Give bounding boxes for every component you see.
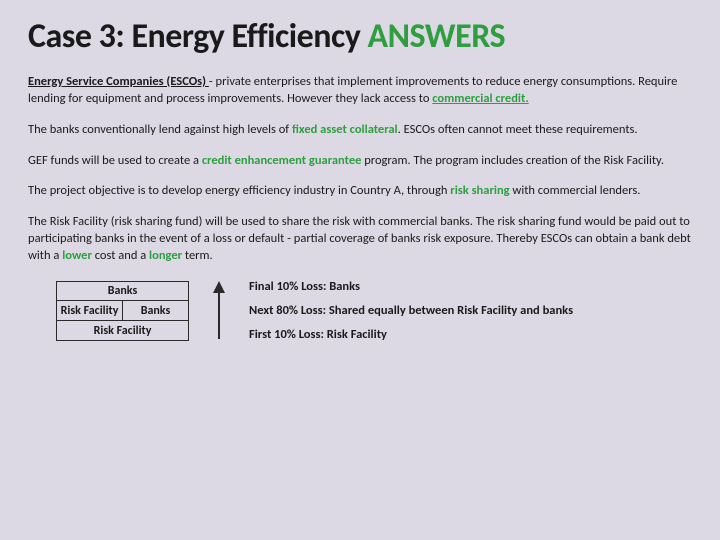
title-prefix: Case 3: Energy Efficiency: [28, 16, 367, 57]
p2-a: The banks conventionally lend against hi…: [28, 122, 292, 137]
p3-highlight: credit enhancement guarantee: [202, 153, 362, 168]
title-answers: ANSWERS: [367, 16, 505, 57]
p4-a: The project objective is to develop ener…: [28, 183, 450, 198]
stack-bottom: Risk Facility: [57, 321, 189, 341]
p5-b: term.: [182, 248, 213, 263]
paragraph-2: The banks conventionally lend against hi…: [28, 122, 692, 139]
risk-stack: Banks Risk Facility Banks Risk Facility: [56, 281, 189, 341]
paragraph-3: GEF funds will be used to create a credi…: [28, 153, 692, 170]
p2-highlight: fixed asset collateral: [292, 122, 398, 137]
stack-mid: Risk Facility Banks: [57, 301, 189, 321]
legend-line-1: Final 10% Loss: Banks: [249, 279, 573, 296]
p2-b: . ESCOs often cannot meet these requirem…: [398, 122, 638, 137]
stack-mid-left: Risk Facility: [57, 301, 122, 321]
slide-title: Case 3: Energy Efficiency ANSWERS: [28, 14, 692, 60]
p4-b: with commercial lenders.: [510, 183, 641, 198]
p5-hl1: lower: [62, 248, 92, 263]
paragraph-4: The project objective is to develop ener…: [28, 183, 692, 200]
arrow-icon: [213, 281, 225, 341]
p1-lead: Energy Service Companies (ESCOs): [28, 74, 209, 89]
stack-mid-right: Banks: [122, 301, 188, 321]
paragraph-5: The Risk Facility (risk sharing fund) wi…: [28, 214, 692, 265]
risk-diagram: Banks Risk Facility Banks Risk Facility …: [56, 279, 692, 344]
risk-legend: Final 10% Loss: Banks Next 80% Loss: Sha…: [249, 279, 573, 344]
p3-a: GEF funds will be used to create a: [28, 153, 202, 168]
paragraph-1: Energy Service Companies (ESCOs) - priva…: [28, 74, 692, 108]
stack-top: Banks: [57, 281, 189, 301]
legend-line-2: Next 80% Loss: Shared equally between Ri…: [249, 303, 573, 320]
p3-b: program. The program includes creation o…: [361, 153, 664, 168]
legend-line-3: First 10% Loss: Risk Facility: [249, 327, 573, 344]
p1-highlight: commercial credit.: [432, 91, 528, 106]
p4-highlight: risk sharing: [450, 183, 509, 198]
p5-mid: cost and a: [92, 248, 149, 263]
p5-hl2: longer: [149, 248, 182, 263]
